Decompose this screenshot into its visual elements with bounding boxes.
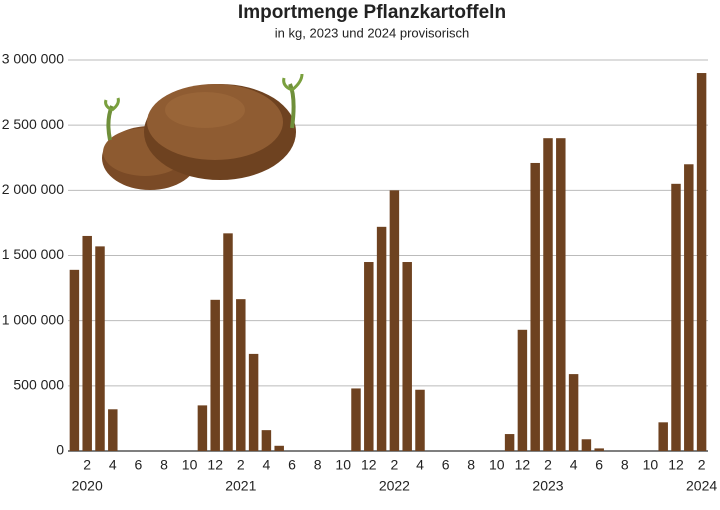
bar: [530, 162, 540, 452]
bar: [351, 388, 361, 451]
x-tick-label: 12: [515, 457, 531, 473]
x-tick-label: 2: [83, 457, 91, 473]
bar: [223, 233, 233, 451]
bar: [581, 439, 592, 451]
x-tick-label: 10: [643, 457, 659, 473]
bar: [108, 409, 118, 451]
bar: [69, 269, 80, 451]
year-label: 2023: [532, 478, 563, 494]
year-label: 2024: [686, 478, 717, 494]
bar: [274, 445, 284, 451]
x-tick-label: 6: [288, 457, 296, 473]
bar: [364, 262, 374, 451]
bar: [95, 246, 105, 451]
x-tick-label: 2: [544, 457, 552, 473]
bar: [658, 422, 668, 451]
y-tick-label: 500 000: [13, 377, 64, 393]
y-tick-label: 0: [56, 442, 64, 458]
bar: [248, 353, 259, 451]
x-tick-label: 4: [416, 457, 424, 473]
year-label: 2020: [72, 478, 103, 494]
x-tick-label: 12: [207, 457, 223, 473]
bar: [671, 183, 681, 452]
y-tick-label: 1 500 000: [2, 246, 64, 262]
x-tick-label: 8: [314, 457, 322, 473]
bar: [261, 430, 272, 451]
bar: [376, 226, 387, 451]
bar: [594, 448, 604, 451]
y-tick-label: 2 000 000: [2, 181, 64, 197]
x-tick-label: 2: [391, 457, 399, 473]
bar: [197, 405, 208, 451]
x-tick-label: 4: [263, 457, 271, 473]
year-label: 2021: [225, 478, 256, 494]
year-label: 2022: [379, 478, 410, 494]
bar: [82, 235, 92, 451]
x-tick-label: 2: [698, 457, 706, 473]
x-tick-label: 6: [442, 457, 450, 473]
x-tick-label: 12: [361, 457, 377, 473]
x-tick-label: 6: [135, 457, 143, 473]
y-tick-label: 3 000 000: [2, 51, 64, 67]
bar: [210, 299, 220, 451]
x-tick-label: 10: [489, 457, 505, 473]
bar: [543, 138, 553, 451]
bar: [696, 73, 707, 452]
x-tick-label: 12: [668, 457, 684, 473]
bar: [415, 389, 425, 451]
chart-title: Importmenge Pflanzkartoffeln: [238, 2, 506, 23]
x-tick-label: 4: [109, 457, 117, 473]
bar: [517, 329, 528, 451]
x-tick-label: 10: [182, 457, 198, 473]
potato-illustration: [102, 73, 304, 190]
bar: [568, 374, 579, 451]
x-tick-label: 8: [621, 457, 629, 473]
bar: [684, 164, 694, 451]
x-tick-label: 8: [467, 457, 475, 473]
bar: [402, 262, 412, 451]
x-tick-label: 10: [335, 457, 351, 473]
bar: [389, 190, 400, 452]
bar: [504, 434, 515, 451]
bar: [556, 138, 566, 451]
y-tick-label: 1 000 000: [2, 311, 64, 327]
x-tick-label: 8: [160, 457, 168, 473]
chart-subtitle: in kg, 2023 und 2024 provisorisch: [275, 25, 469, 40]
x-tick-label: 2: [237, 457, 245, 473]
x-tick-label: 4: [570, 457, 578, 473]
x-tick-label: 6: [595, 457, 603, 473]
bar: [236, 299, 246, 451]
y-tick-label: 2 500 000: [2, 116, 64, 132]
